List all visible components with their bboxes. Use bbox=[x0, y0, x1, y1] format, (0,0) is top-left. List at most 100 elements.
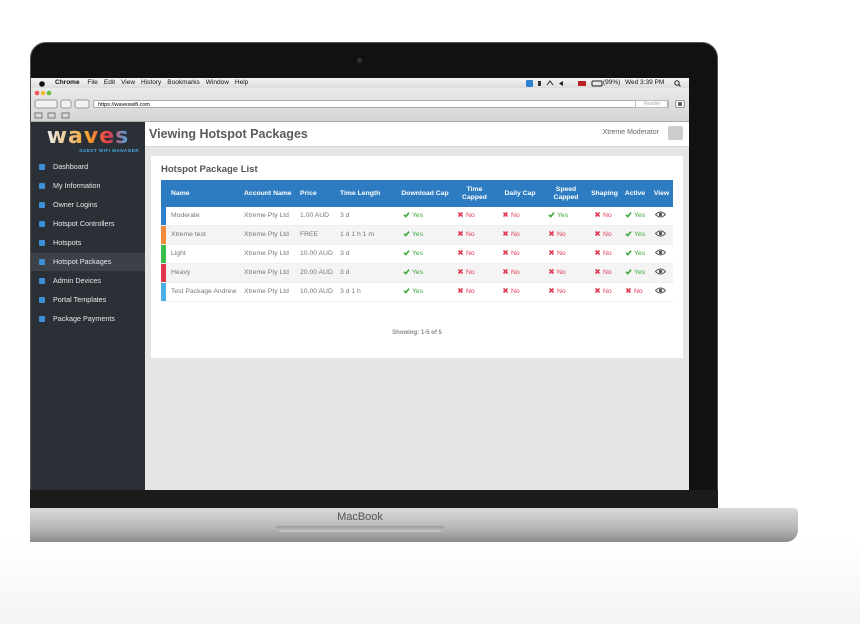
package-row[interactable]: Xtreme test Xtreme Pty Ltd FREE 1 d 1 h 1 m… bbox=[161, 225, 673, 245]
laptop-base bbox=[30, 508, 798, 542]
flag-cell: Yes bbox=[620, 207, 650, 226]
packages-table: Name Account Name Price Time Length Download… bbox=[161, 180, 673, 302]
flag-label: No bbox=[603, 269, 612, 276]
cell-price: 1.00 AUD bbox=[295, 207, 335, 226]
nav-item[interactable]: Owner Logins bbox=[31, 196, 145, 214]
menu-item[interactable]: File bbox=[87, 79, 98, 86]
nav-label: Package Payments bbox=[53, 314, 115, 323]
menu-item[interactable]: Bookmarks bbox=[167, 79, 200, 86]
flag-cell: Yes bbox=[620, 244, 650, 264]
cell-name: Heavy bbox=[166, 263, 239, 283]
row-color-stripe bbox=[161, 207, 166, 226]
cell-time: 1 d 1 h 1 m bbox=[335, 225, 398, 245]
cross-icon bbox=[594, 268, 601, 275]
menu-app[interactable]: Chrome bbox=[55, 79, 80, 86]
nav-item[interactable]: Admin Devices bbox=[31, 272, 145, 290]
laptop-notch bbox=[276, 526, 444, 532]
column-header: Daily Cap bbox=[497, 180, 543, 207]
view-button[interactable] bbox=[654, 230, 667, 237]
flag-label: Yes bbox=[412, 231, 424, 238]
column-header: Price bbox=[295, 180, 335, 207]
flag-cell: No bbox=[452, 225, 497, 245]
panel: Hotspot Package List Name Account Name Pri… bbox=[151, 156, 683, 358]
flag-cell: No bbox=[452, 244, 497, 264]
check-icon bbox=[403, 269, 410, 275]
nav-label: Admin Devices bbox=[53, 276, 101, 285]
flag-cell: No bbox=[543, 263, 589, 283]
nav-item[interactable]: Hotspot Packages bbox=[31, 253, 145, 271]
logo: waves GUEST WIFI MANAGER bbox=[47, 124, 139, 153]
column-header: Download Cap bbox=[398, 180, 452, 207]
cell-account: Xtreme Pty Ltd bbox=[239, 282, 295, 302]
cross-icon bbox=[594, 211, 601, 218]
check-icon bbox=[625, 250, 632, 256]
flag-label: Yes bbox=[634, 269, 646, 276]
menu-item[interactable]: View bbox=[121, 79, 136, 86]
url-bar[interactable]: https://waveswifi.com bbox=[93, 100, 668, 108]
view-button[interactable] bbox=[654, 211, 667, 218]
menu-item[interactable]: Edit bbox=[103, 79, 116, 86]
browser-controls bbox=[34, 90, 90, 119]
user-menu-button[interactable] bbox=[668, 126, 683, 140]
check-icon bbox=[625, 269, 632, 275]
flag-cell: Yes bbox=[398, 244, 452, 264]
nav-icon bbox=[39, 183, 45, 189]
nav-item[interactable]: My Information bbox=[31, 177, 145, 195]
screen: Chrome File Edit View History Bookmarks Windo… bbox=[31, 78, 689, 490]
view-button[interactable] bbox=[654, 249, 667, 256]
cross-icon bbox=[625, 287, 632, 294]
package-row[interactable]: Test Package Andrew Xtreme Pty Ltd 10.00 A… bbox=[161, 282, 673, 302]
flag-label: No bbox=[511, 269, 520, 276]
cross-icon bbox=[594, 230, 601, 237]
nav-item[interactable]: Hotspots bbox=[31, 234, 145, 252]
camera bbox=[357, 58, 362, 63]
cross-icon bbox=[548, 287, 555, 294]
nav-label: My Information bbox=[53, 181, 101, 190]
view-button[interactable] bbox=[654, 287, 667, 294]
flag-label: No bbox=[466, 269, 475, 276]
flag-cell: No bbox=[452, 207, 497, 226]
user-name[interactable]: Xtreme Moderator bbox=[602, 129, 659, 136]
row-color-stripe bbox=[161, 263, 166, 283]
menu-item[interactable]: Help bbox=[234, 79, 249, 86]
package-row[interactable]: Heavy Xtreme Pty Ltd 20.00 AUD 3 d Yes No No No… bbox=[161, 263, 673, 283]
nav-item[interactable]: Portal Templates bbox=[31, 291, 145, 309]
nav-item[interactable]: Dashboard bbox=[31, 158, 145, 176]
flag-cell: No bbox=[497, 225, 543, 245]
cell-account: Xtreme Pty Ltd bbox=[239, 225, 295, 245]
menu-item[interactable]: History bbox=[141, 79, 162, 86]
flag-cell: No bbox=[589, 282, 620, 302]
flag-cell: No bbox=[543, 225, 589, 245]
flag-cell: Yes bbox=[620, 263, 650, 283]
header-row: Name Account Name Price Time Length Download… bbox=[161, 180, 673, 207]
cross-icon bbox=[548, 268, 555, 275]
cell-time: 3 d bbox=[335, 263, 398, 283]
menu-item[interactable]: Window bbox=[205, 79, 229, 86]
flag-label: No bbox=[466, 288, 475, 295]
flag-cell: No bbox=[589, 225, 620, 245]
spotlight-icon[interactable] bbox=[674, 80, 681, 87]
cross-icon bbox=[502, 211, 509, 218]
flag-cell: Yes bbox=[543, 207, 589, 226]
nav-label: Dashboard bbox=[53, 162, 89, 171]
nav-label: Owner Logins bbox=[53, 200, 98, 209]
column-header: Shaping bbox=[589, 180, 620, 207]
reader-button[interactable]: Reader bbox=[635, 100, 669, 108]
check-icon bbox=[403, 212, 410, 218]
main: Viewing Hotspot Packages Xtreme Moderato… bbox=[145, 122, 689, 490]
cross-icon bbox=[548, 230, 555, 237]
settings-button[interactable] bbox=[675, 100, 685, 108]
view-button[interactable] bbox=[654, 268, 667, 275]
flag-cell: Yes bbox=[398, 225, 452, 245]
package-row[interactable]: Light Xtreme Pty Ltd 10.00 AUD 3 d Yes No No No… bbox=[161, 244, 673, 264]
nav-item[interactable]: Package Payments bbox=[31, 310, 145, 328]
column-header: Time Length bbox=[335, 180, 398, 207]
menus: Chrome File Edit View History Bookmarks Windo… bbox=[55, 78, 254, 88]
view-cell bbox=[650, 207, 673, 226]
flag-cell: No bbox=[620, 282, 650, 302]
cross-icon bbox=[594, 249, 601, 256]
nav-item[interactable]: Hotspot Controllers bbox=[31, 215, 145, 233]
package-row[interactable]: Moderate Xtreme Pty Ltd 1.00 AUD 3 d Yes No No… bbox=[161, 207, 673, 226]
view-cell bbox=[650, 263, 673, 283]
